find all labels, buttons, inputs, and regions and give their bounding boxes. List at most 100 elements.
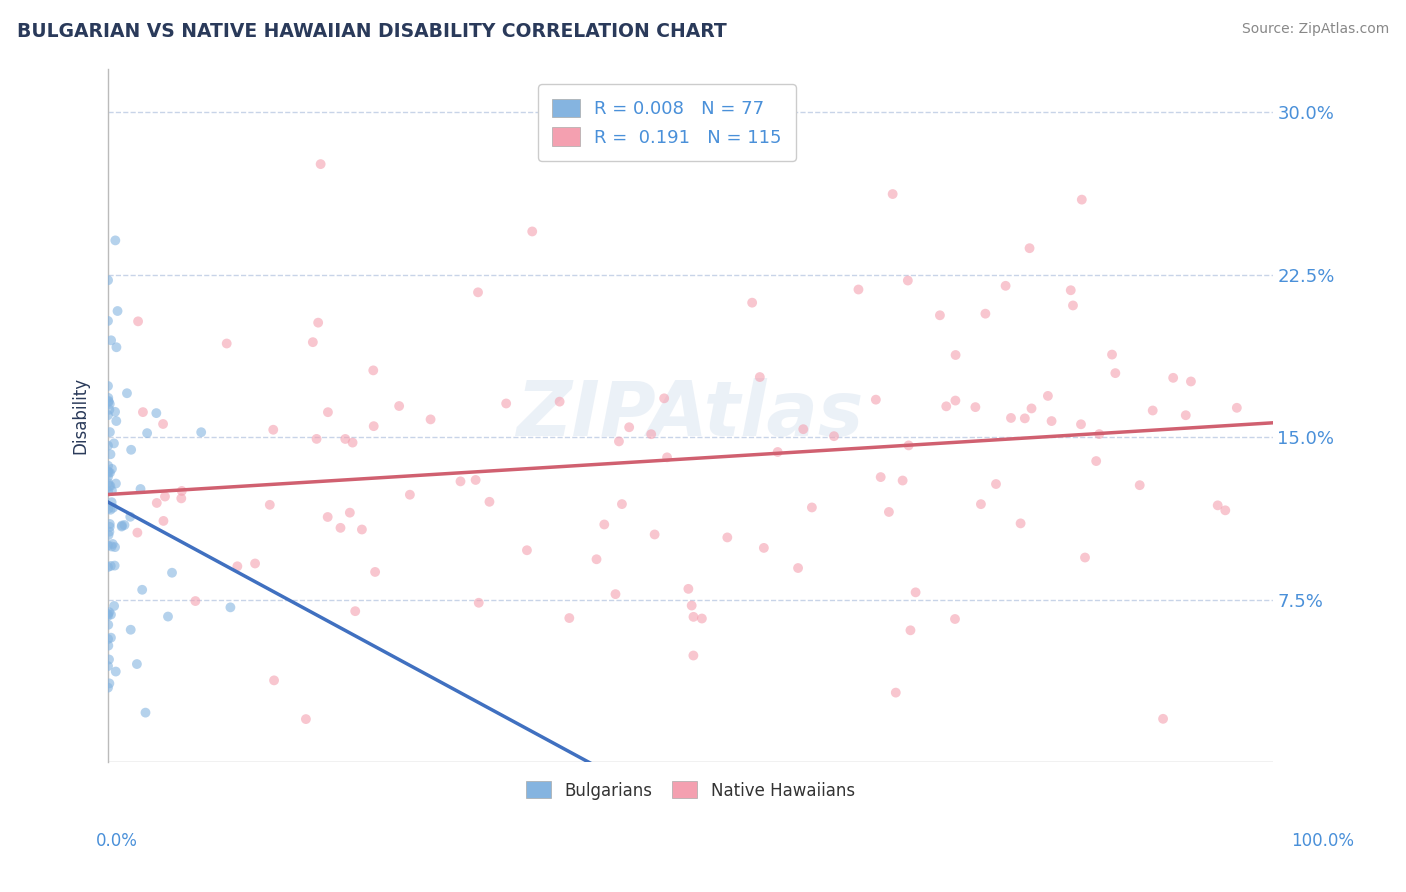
Point bbox=[904, 585, 927, 599]
Point bbox=[884, 685, 907, 699]
Point bbox=[100, 631, 122, 645]
Point bbox=[970, 497, 993, 511]
Point bbox=[1180, 375, 1202, 389]
Point bbox=[152, 417, 174, 431]
Point bbox=[1014, 411, 1036, 425]
Point bbox=[100, 540, 122, 554]
Point bbox=[97, 681, 120, 695]
Point bbox=[100, 495, 122, 509]
Point bbox=[101, 483, 124, 498]
Point bbox=[100, 607, 122, 622]
Point bbox=[752, 541, 775, 555]
Point bbox=[1088, 427, 1111, 442]
Point bbox=[682, 648, 704, 663]
Y-axis label: Disability: Disability bbox=[72, 377, 89, 454]
Point bbox=[104, 233, 127, 247]
Point bbox=[339, 506, 361, 520]
Point bbox=[98, 397, 121, 411]
Point bbox=[97, 632, 120, 646]
Point bbox=[1213, 503, 1236, 517]
Point bbox=[120, 442, 142, 457]
Point bbox=[263, 673, 285, 688]
Point bbox=[994, 278, 1017, 293]
Point bbox=[344, 604, 367, 618]
Point bbox=[655, 450, 678, 465]
Point bbox=[101, 500, 124, 515]
Point bbox=[100, 479, 122, 493]
Point bbox=[120, 623, 142, 637]
Point bbox=[98, 520, 121, 534]
Point bbox=[132, 405, 155, 419]
Point bbox=[1060, 283, 1083, 297]
Legend: Bulgarians, Native Hawaiians: Bulgarians, Native Hawaiians bbox=[519, 774, 862, 806]
Point bbox=[640, 427, 662, 442]
Point bbox=[399, 488, 422, 502]
Point bbox=[316, 510, 339, 524]
Point bbox=[363, 419, 385, 434]
Text: BULGARIAN VS NATIVE HAWAIIAN DISABILITY CORRELATION CHART: BULGARIAN VS NATIVE HAWAIIAN DISABILITY … bbox=[17, 22, 727, 41]
Point bbox=[146, 496, 169, 510]
Point bbox=[160, 566, 183, 580]
Point bbox=[127, 314, 149, 328]
Point bbox=[97, 484, 120, 499]
Point bbox=[877, 505, 900, 519]
Point bbox=[98, 402, 121, 417]
Point bbox=[104, 476, 127, 491]
Point bbox=[522, 224, 544, 238]
Point bbox=[295, 712, 318, 726]
Point bbox=[716, 530, 738, 544]
Point bbox=[865, 392, 887, 407]
Point bbox=[900, 624, 922, 638]
Text: 0.0%: 0.0% bbox=[96, 832, 138, 850]
Point bbox=[105, 340, 128, 354]
Point bbox=[97, 393, 120, 408]
Point bbox=[100, 334, 122, 348]
Point bbox=[897, 438, 920, 452]
Point bbox=[1018, 241, 1040, 255]
Point bbox=[100, 558, 122, 573]
Point bbox=[361, 363, 384, 377]
Point bbox=[678, 582, 700, 596]
Point bbox=[98, 676, 121, 690]
Point bbox=[259, 498, 281, 512]
Point bbox=[104, 558, 127, 573]
Point bbox=[558, 611, 581, 625]
Point bbox=[219, 600, 242, 615]
Point bbox=[1152, 712, 1174, 726]
Point bbox=[153, 490, 176, 504]
Point bbox=[305, 432, 328, 446]
Point bbox=[516, 543, 538, 558]
Point bbox=[98, 652, 121, 666]
Point bbox=[97, 273, 120, 287]
Point bbox=[114, 518, 136, 533]
Point bbox=[1070, 417, 1092, 432]
Point bbox=[127, 525, 149, 540]
Point bbox=[945, 348, 967, 362]
Point bbox=[1104, 366, 1126, 380]
Point bbox=[1174, 409, 1197, 423]
Point bbox=[98, 605, 121, 619]
Point bbox=[97, 475, 120, 490]
Point bbox=[97, 464, 120, 478]
Point bbox=[605, 587, 627, 601]
Point bbox=[97, 470, 120, 484]
Point bbox=[97, 458, 120, 473]
Point bbox=[364, 565, 387, 579]
Point bbox=[823, 429, 845, 443]
Point bbox=[681, 599, 703, 613]
Point bbox=[792, 422, 814, 436]
Point bbox=[617, 420, 640, 434]
Point bbox=[1129, 478, 1152, 492]
Point bbox=[170, 491, 193, 506]
Point bbox=[134, 706, 156, 720]
Point bbox=[104, 405, 127, 419]
Point bbox=[316, 405, 339, 419]
Point bbox=[156, 609, 179, 624]
Text: Source: ZipAtlas.com: Source: ZipAtlas.com bbox=[1241, 22, 1389, 37]
Point bbox=[131, 582, 153, 597]
Point bbox=[329, 521, 352, 535]
Point bbox=[450, 475, 472, 489]
Point bbox=[891, 474, 914, 488]
Point bbox=[97, 528, 120, 542]
Point bbox=[97, 314, 120, 328]
